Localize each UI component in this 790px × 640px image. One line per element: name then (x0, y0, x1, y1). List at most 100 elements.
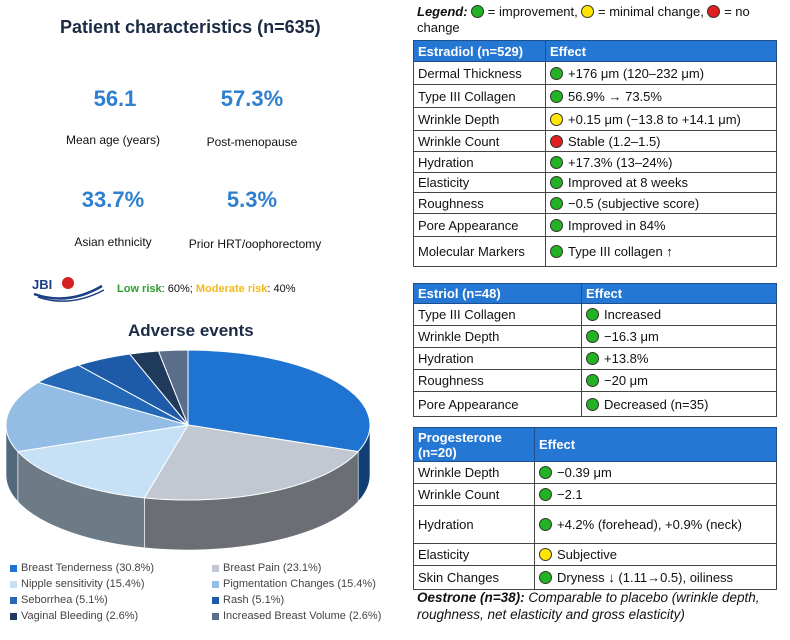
pie-slice-increased-breast-volume (157, 349, 189, 426)
row-effect: +0.15 μm (−13.8 to +14.1 μm) (545, 107, 777, 131)
legend-label: Nipple sensitivity (15.4%) (21, 578, 145, 590)
row-name: Wrinkle Depth (413, 107, 546, 131)
red-dot-icon (707, 5, 721, 18)
jbi-logo: JBI (32, 277, 105, 302)
row-name: Wrinkle Depth (413, 461, 535, 484)
effect-text: −0.5 (subjective score) (568, 195, 700, 211)
estriol-header-effect: Effect (581, 283, 777, 304)
effect-text: Increased (604, 307, 662, 322)
legend-label: Pigmentation Changes (15.4%) (223, 578, 376, 590)
green-dot-icon (550, 155, 563, 169)
green-dot-icon (550, 176, 563, 189)
legend-improvement: = improvement, (484, 4, 582, 19)
green-dot-icon (539, 518, 552, 531)
legend-swatch (212, 596, 219, 604)
row-effect: Improved at 8 weeks (545, 172, 777, 193)
pie-slice-pigmentation-changes (5, 381, 189, 453)
row-effect: +4.2% (forehead), +0.9% (neck) (534, 505, 777, 544)
effect-text: Stable (1.2–1.5) (568, 133, 661, 149)
legend-swatch (10, 580, 17, 588)
effect-text: +13.8% (604, 351, 649, 366)
estradiol-table: Estradiol (n=529) Effect Dermal Thickness +… (413, 40, 777, 267)
stat-post-menopause-value: 57.3% (220, 86, 284, 111)
table-row: Dermal Thickness +176 μm (120–232 μm) (413, 61, 777, 85)
row-effect: +17.3% (13–24%) (545, 151, 777, 173)
table-row: Wrinkle Depth −0.39 μm (413, 461, 777, 484)
green-dot-icon (550, 245, 563, 258)
estradiol-header-effect: Effect (545, 40, 777, 62)
row-effect: Subjective (534, 543, 777, 566)
progesterone-header-effect: Effect (534, 427, 777, 462)
row-name: Wrinkle Count (413, 130, 546, 152)
row-name: Wrinkle Count (413, 483, 535, 506)
legend-item: Nipple sensitivity (15.4%) (10, 578, 145, 590)
yellow-dot-icon (550, 112, 563, 126)
green-dot-icon (550, 218, 563, 232)
row-effect: −0.39 μm (534, 461, 777, 484)
row-effect: Stable (1.2–1.5) (545, 130, 777, 152)
table-row: Molecular Markers Type III collagen ↑ (413, 236, 777, 267)
oestrone-note: Oestrone (n=38): Comparable to placebo (… (417, 589, 789, 623)
effect-text: −2.1 (557, 487, 583, 502)
row-effect: −0.5 (subjective score) (545, 192, 777, 214)
legend-item: Vaginal Bleeding (2.6%) (10, 610, 138, 622)
effect-text: −16.3 μm (604, 329, 659, 344)
red-dot-icon (550, 134, 563, 148)
legend-swatch (212, 612, 219, 620)
green-dot-icon (539, 488, 552, 501)
effect-text: +4.2% (forehead), +0.9% (neck) (557, 517, 742, 532)
table-row: Elasticity Improved at 8 weeks (413, 172, 777, 193)
row-name: Elasticity (413, 172, 546, 193)
table-row: Wrinkle Depth +0.15 μm (−13.8 to +14.1 μm… (413, 107, 777, 131)
table-row: Wrinkle Depth −16.3 μm (413, 325, 777, 348)
jbi-logo-text: JBI (32, 277, 52, 292)
legend-swatch (10, 564, 17, 572)
progesterone-header-name: Progesterone (n=20) (413, 427, 535, 462)
table-row: Hydration +4.2% (forehead), +0.9% (neck) (413, 505, 777, 544)
moderate-risk-value: : 40% (267, 283, 296, 295)
legend-swatch (10, 612, 17, 620)
effect-text: Dryness ↓ (1.11→0.5), oiliness (557, 570, 734, 585)
table-row: Roughness −0.5 (subjective score) (413, 192, 777, 214)
effect-text: Decreased (n=35) (604, 396, 709, 412)
table-row: Wrinkle Count Stable (1.2–1.5) (413, 130, 777, 152)
green-dot-icon (586, 374, 599, 387)
table-row: Roughness −20 μm (413, 369, 777, 392)
estradiol-header-name: Estradiol (n=529) (413, 40, 546, 62)
row-effect: +176 μm (120–232 μm) (545, 61, 777, 85)
row-effect: Improved in 84% (545, 213, 777, 237)
row-effect: Decreased (n=35) (581, 391, 777, 417)
row-name: Type III Collagen (413, 84, 546, 108)
estriol-header-name: Estriol (n=48) (413, 283, 582, 304)
green-dot-icon (586, 352, 599, 365)
table-row: Skin Changes Dryness ↓ (1.11→0.5), oiline… (413, 565, 777, 590)
legend-label: Seborrhea (5.1%) (21, 594, 108, 606)
legend-title: Legend: (417, 4, 468, 19)
pie-slice-nipple-sensitivity (16, 424, 189, 499)
legend-label: Breast Pain (23.1%) (223, 562, 322, 574)
stat-mean-age-label: Mean age (years) (65, 133, 161, 147)
row-effect: +13.8% (581, 347, 777, 370)
legend-swatch (10, 596, 17, 604)
stat-mean-age-value: 56.1 (93, 86, 137, 111)
pie-slice-breast-tenderness (187, 349, 371, 453)
effect-text: Subjective (557, 547, 617, 562)
row-name: Hydration (413, 151, 546, 173)
table-row: Hydration +17.3% (13–24%) (413, 151, 777, 173)
row-name: Hydration (413, 505, 535, 544)
row-name: Pore Appearance (413, 213, 546, 237)
green-dot-icon (539, 571, 552, 584)
row-name: Dermal Thickness (413, 61, 546, 85)
progesterone-table: Progesterone (n=20) Effect Wrinkle Depth −0… (413, 427, 777, 590)
estriol-table: Estriol (n=48) Effect Type III Collagen Inc… (413, 283, 777, 417)
legend-swatch (212, 564, 219, 572)
legend-label: Increased Breast Volume (2.6%) (223, 610, 382, 622)
row-name: Roughness (413, 192, 546, 214)
effect-text: −20 μm (604, 373, 648, 388)
green-dot-icon (586, 308, 599, 321)
table-row: Pore Appearance Improved in 84% (413, 213, 777, 237)
legend-label: Vaginal Bleeding (2.6%) (21, 610, 139, 622)
adverse-events-pie-chart (5, 349, 371, 551)
row-name: Roughness (413, 369, 582, 392)
moderate-risk-label: Moderate risk (195, 283, 268, 295)
